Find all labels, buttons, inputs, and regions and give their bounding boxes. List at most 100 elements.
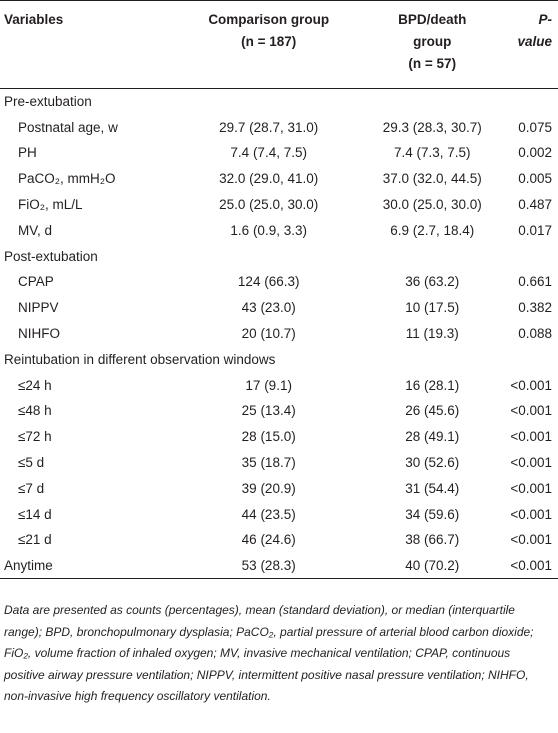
header-text: P-value bbox=[517, 12, 552, 49]
table-cell: 20 (10.7) bbox=[241, 326, 296, 342]
table-cell: CPAP bbox=[18, 274, 54, 290]
table-cell: 38 (66.7) bbox=[405, 532, 460, 548]
data-table: Variables Comparison group (n = 187) BPD/de… bbox=[0, 0, 558, 580]
table-cell: Postnatal age, w bbox=[18, 119, 118, 135]
table-cell: 0.002 bbox=[518, 145, 552, 161]
table-cell: 1.6 (0.9, 3.3) bbox=[230, 222, 307, 238]
table-cell: ≤48 h bbox=[18, 403, 52, 419]
table-cell: ≤5 d bbox=[18, 455, 45, 471]
table-cell: <0.001 bbox=[510, 557, 552, 573]
table-cell: 34 (59.6) bbox=[405, 506, 460, 522]
table-cell: 17 (9.1) bbox=[245, 377, 292, 393]
table-row: PaCO₂, mmH₂O 32.0 (29.0, 41.0) 37.0 (32.0,… bbox=[0, 166, 558, 192]
section-title: Post-extubation bbox=[4, 248, 98, 264]
table-cell: ≤72 h bbox=[18, 429, 52, 445]
table-cell: 10 (17.5) bbox=[405, 300, 460, 316]
table-cell: 7.4 (7.3, 7.5) bbox=[393, 145, 471, 161]
table-cell: 43 (23.0) bbox=[241, 300, 296, 316]
header-cell: P-value bbox=[510, 1, 558, 89]
table-cell: 44 (23.5) bbox=[241, 506, 296, 522]
table-cell: 0.382 bbox=[518, 300, 552, 316]
section-row: Pre-extubation bbox=[0, 89, 558, 115]
table-row: FiO₂, mL/L 25.0 (25.0, 30.0) 30.0 (25.0, 3… bbox=[0, 192, 558, 218]
table-cell: 40 (70.2) bbox=[405, 557, 460, 573]
header-cell: BPD/death group (n = 57) bbox=[354, 1, 510, 89]
table-cell: FiO₂, mL/L bbox=[18, 197, 83, 213]
table-row: NIHFO 20 (10.7) 11 (19.3) 0.088 bbox=[0, 321, 558, 347]
table-row: ≤21 d 46 (24.6) 38 (66.7) <0.001 bbox=[0, 527, 558, 553]
table-row: ≤5 d 35 (18.7) 30 (52.6) <0.001 bbox=[0, 450, 558, 476]
table-cell: ≤24 h bbox=[18, 377, 52, 393]
table-cell: 6.9 (2.7, 18.4) bbox=[390, 222, 475, 238]
table-cell: 36 (63.2) bbox=[405, 274, 460, 290]
table-row: MV, d 1.6 (0.9, 3.3) 6.9 (2.7, 18.4) 0.017 bbox=[0, 217, 558, 243]
table-row: ≤14 d 44 (23.5) 34 (59.6) <0.001 bbox=[0, 501, 558, 527]
table-cell: <0.001 bbox=[510, 532, 552, 548]
table-cell: 28 (15.0) bbox=[241, 429, 296, 445]
table-cell: 25.0 (25.0, 30.0) bbox=[219, 197, 319, 213]
table-cell: 0.088 bbox=[518, 326, 552, 342]
header-text: group bbox=[413, 34, 452, 49]
header-text: (n = 187) bbox=[241, 34, 297, 49]
table-cell: 39 (20.9) bbox=[241, 480, 296, 496]
section-row: Reintubation in different observation wi… bbox=[0, 346, 558, 372]
table-cell: <0.001 bbox=[510, 455, 552, 471]
table-cell: 26 (45.6) bbox=[405, 403, 460, 419]
table-cell: <0.001 bbox=[510, 480, 552, 496]
table-cell: NIHFO bbox=[18, 326, 60, 342]
table-cell: PH bbox=[18, 145, 37, 161]
table-cell: 30.0 (25.0, 30.0) bbox=[382, 197, 482, 213]
table-cell: <0.001 bbox=[510, 403, 552, 419]
header-text: Variables bbox=[4, 12, 64, 27]
table-cell: ≤7 d bbox=[18, 480, 45, 496]
table-cell: 0.005 bbox=[518, 171, 552, 187]
table-row: ≤7 d 39 (20.9) 31 (54.4) <0.001 bbox=[0, 475, 558, 501]
table-cell: MV, d bbox=[18, 222, 53, 238]
table-cell: 30 (52.6) bbox=[405, 455, 460, 471]
header-text: (n = 57) bbox=[408, 56, 457, 71]
header-cell: Variables bbox=[0, 1, 183, 89]
table-cell: 7.4 (7.4, 7.5) bbox=[230, 145, 307, 161]
table-row: PH 7.4 (7.4, 7.5) 7.4 (7.3, 7.5) 0.002 bbox=[0, 140, 558, 166]
table-cell: PaCO₂, mmH₂O bbox=[18, 171, 116, 187]
header-cell: Comparison group (n = 187) bbox=[183, 1, 354, 89]
section-row: Post-extubation bbox=[0, 243, 558, 269]
table-cell: 11 (19.3) bbox=[405, 326, 459, 342]
table-row: ≤48 h 25 (13.4) 26 (45.6) <0.001 bbox=[0, 398, 558, 424]
table-cell: ≤14 d bbox=[18, 506, 52, 522]
section-title: Pre-extubation bbox=[4, 94, 92, 110]
table-cell: 0.661 bbox=[518, 274, 552, 290]
header-text: Comparison group bbox=[208, 12, 330, 27]
table-cell: 37.0 (32.0, 44.5) bbox=[382, 171, 482, 187]
table-cell: 28 (49.1) bbox=[405, 429, 460, 445]
table-cell: 16 (28.1) bbox=[405, 377, 460, 393]
table-cell: ≤21 d bbox=[18, 532, 52, 548]
table-cell: Anytime bbox=[4, 557, 53, 573]
table-cell: <0.001 bbox=[510, 506, 552, 522]
section-title: Reintubation in different observation wi… bbox=[4, 351, 276, 367]
table-note: Data are presented as counts (percentage… bbox=[4, 603, 534, 703]
table-row: ≤72 h 28 (15.0) 28 (49.1) <0.001 bbox=[0, 424, 558, 450]
table-row: CPAP 124 (66.3) 36 (63.2) 0.661 bbox=[0, 269, 558, 295]
table-row: NIPPV 43 (23.0) 10 (17.5) 0.382 bbox=[0, 295, 558, 321]
table-cell: 0.487 bbox=[518, 197, 552, 213]
table-cell: 0.017 bbox=[518, 222, 552, 238]
table-cell: 32.0 (29.0, 41.0) bbox=[219, 171, 319, 187]
header-row: Variables Comparison group (n = 187) BPD/de… bbox=[0, 1, 558, 89]
table-cell: 35 (18.7) bbox=[241, 455, 296, 471]
table-cell: 25 (13.4) bbox=[241, 403, 296, 419]
table-cell: 53 (28.3) bbox=[241, 557, 296, 573]
table-row: Postnatal age, w 29.7 (28.7, 31.0) 29.3 (2… bbox=[0, 114, 558, 140]
table-row: ≤24 h 17 (9.1) 16 (28.1) <0.001 bbox=[0, 372, 558, 398]
table-cell: 0.075 bbox=[518, 119, 552, 135]
table-cell: 124 (66.3) bbox=[237, 274, 300, 290]
header-text: BPD/death bbox=[398, 12, 467, 27]
table-cell: 29.7 (28.7, 31.0) bbox=[219, 119, 319, 135]
table-row: Anytime 53 (28.3) 40 (70.2) <0.001 bbox=[0, 553, 558, 579]
table-cell: NIPPV bbox=[18, 300, 59, 316]
table-cell: <0.001 bbox=[510, 429, 552, 445]
table-cell: 46 (24.6) bbox=[241, 532, 296, 548]
table-cell: 31 (54.4) bbox=[405, 480, 460, 496]
table-cell: 29.3 (28.3, 30.7) bbox=[382, 119, 482, 135]
